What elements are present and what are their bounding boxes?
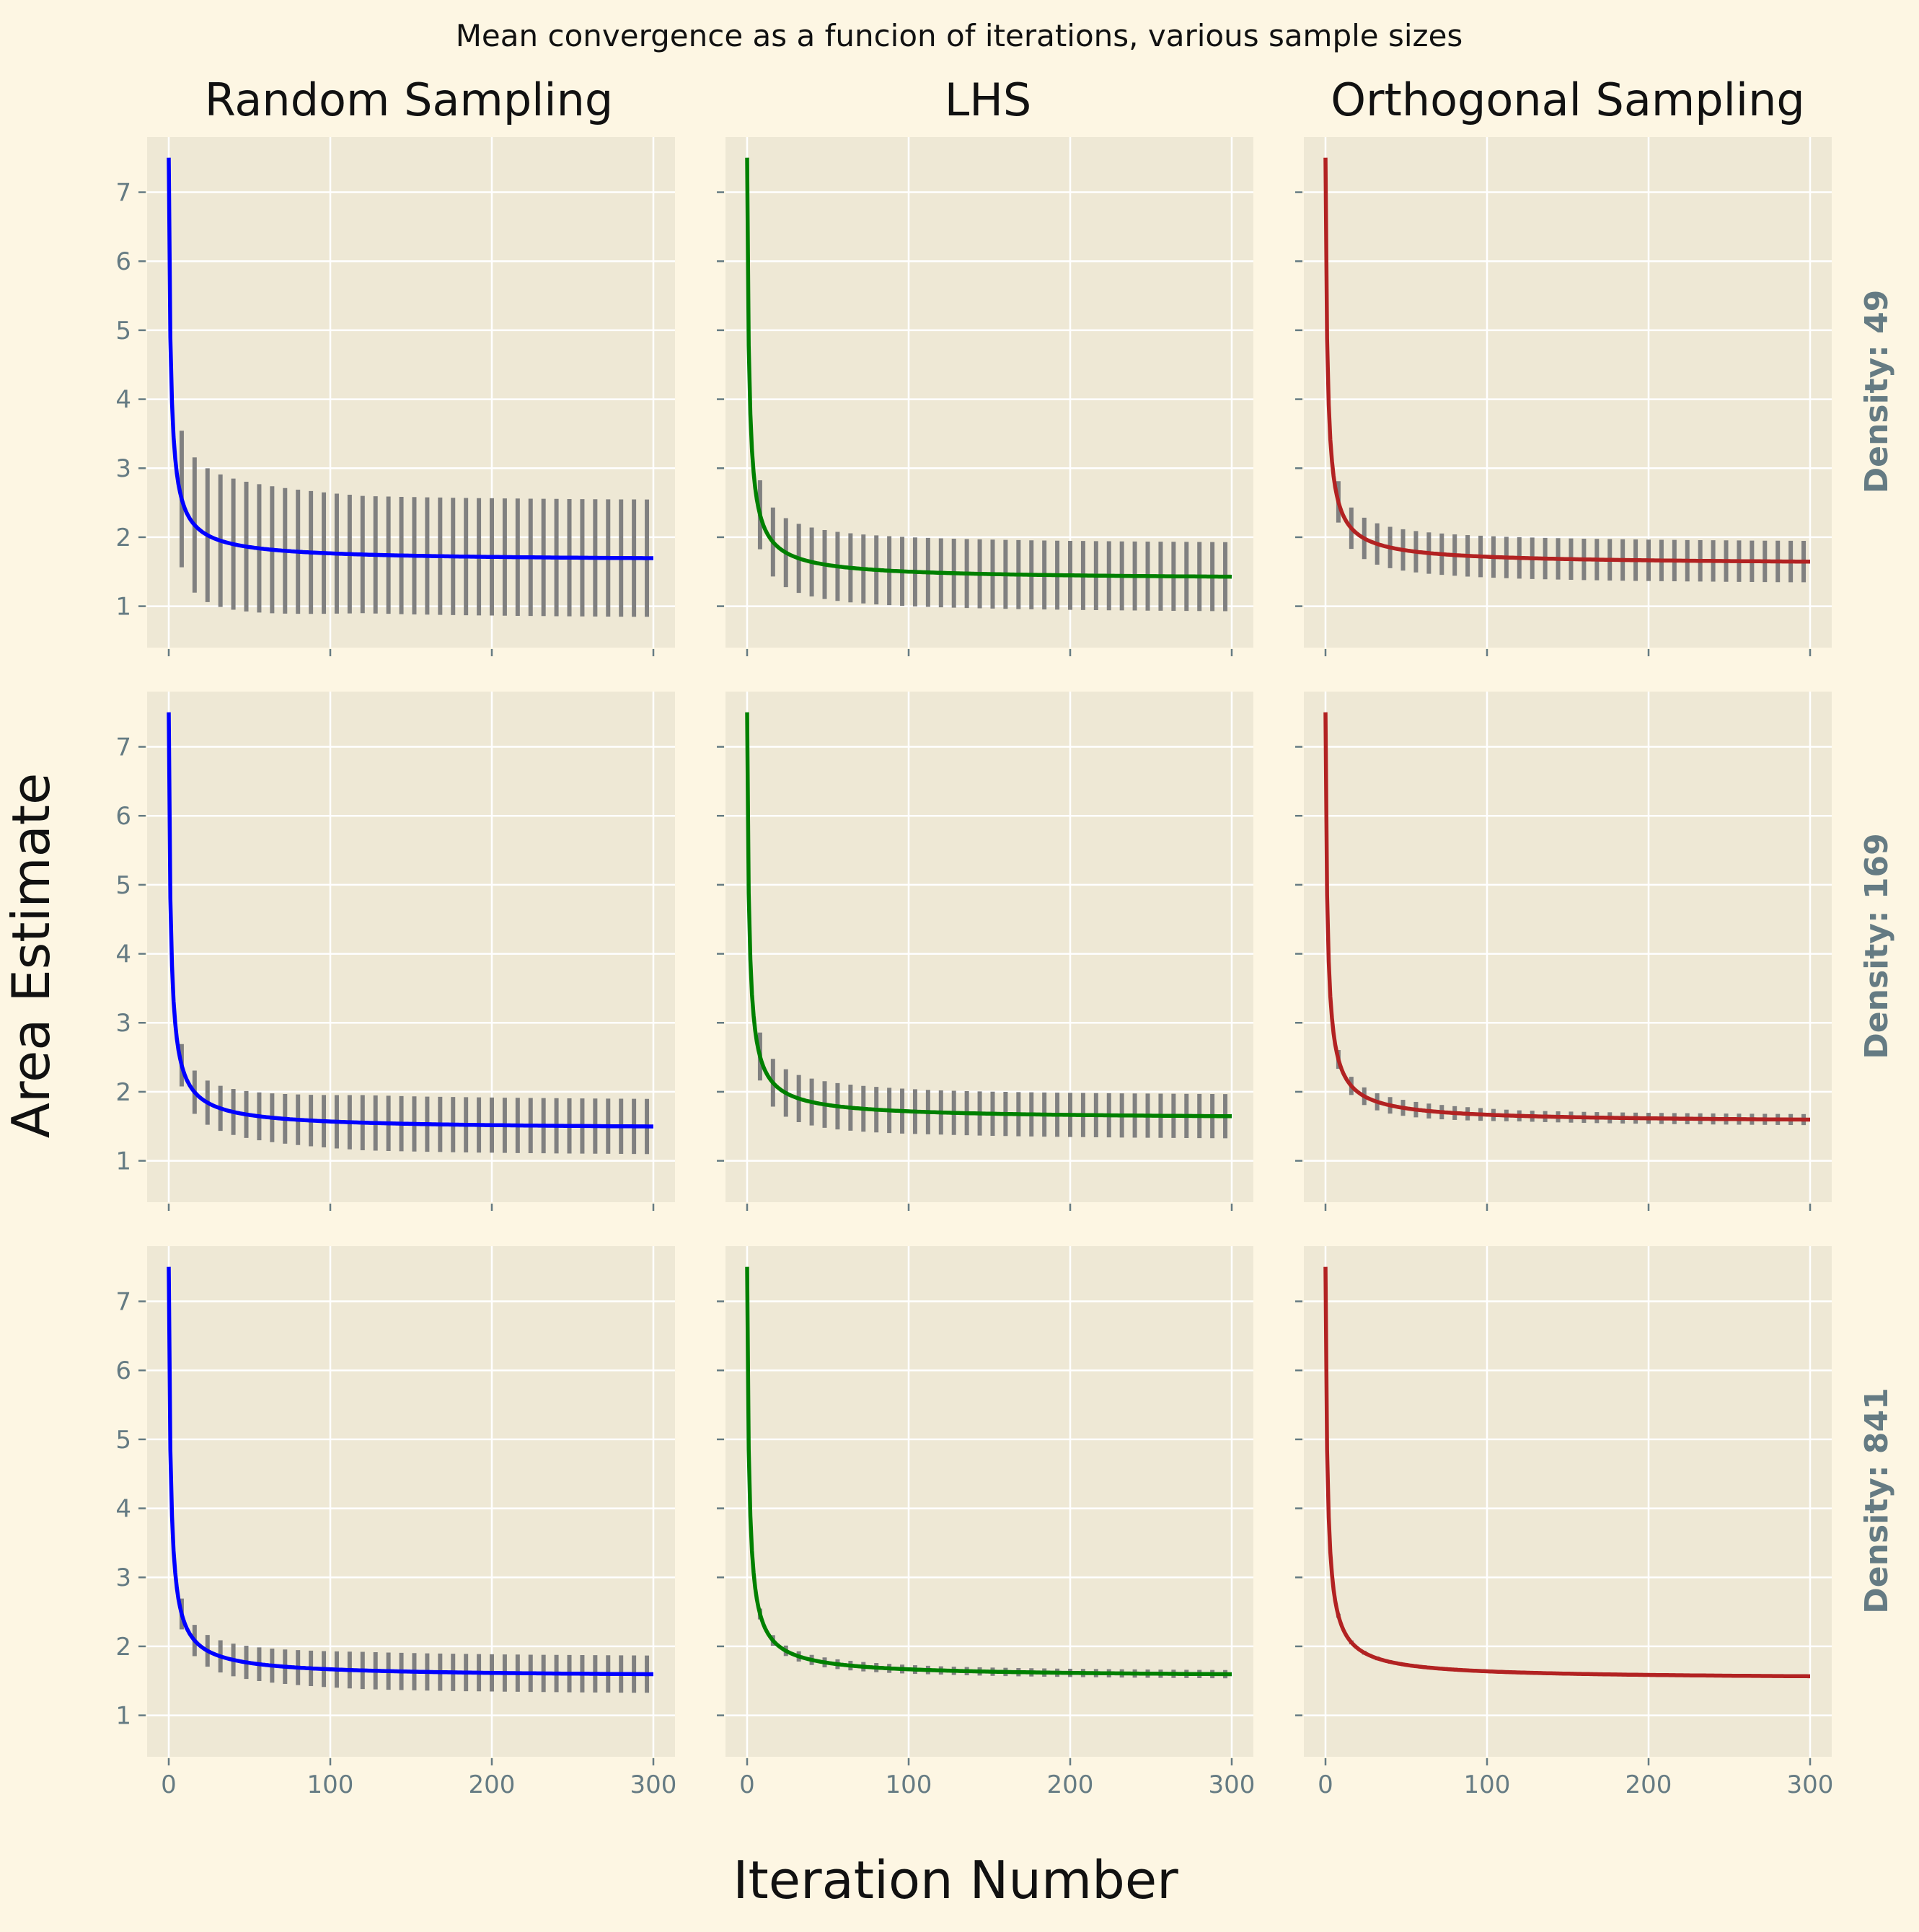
x-tick-label: 100 [307,1770,354,1799]
x-tick-label: 0 [739,1770,755,1799]
x-tick-label: 300 [1787,1770,1834,1799]
y-tick-label: 1 [115,593,131,622]
y-tick-label: 3 [115,1563,131,1592]
panel-1-1 [717,692,1253,1211]
x-tick-label: 300 [630,1770,677,1799]
panel-2-2: 0 100 200 300 [1295,1246,1833,1799]
panel-2-1: 0 100 200 300 [717,1246,1255,1799]
panel-2-0: 1 2 3 4 5 6 7 0 100 200 300 [115,1246,676,1799]
series-line [745,157,1232,579]
row-label-density-49: Density: 49 [1858,290,1895,494]
x-tick-label: 200 [1047,1770,1094,1799]
x-tick-label: 200 [1625,1770,1672,1799]
x-tick-label: 200 [469,1770,516,1799]
panel-1-0: 1 2 3 4 5 6 7 [115,692,675,1211]
column-title-lhs: LHS [945,74,1032,126]
panel-background [1304,1246,1832,1757]
panel-background [725,1246,1253,1757]
series-line [1323,157,1811,564]
y-tick-label: 4 [115,386,131,415]
y-tick-label: 7 [115,1288,131,1317]
x-tick-label: 0 [1318,1770,1333,1799]
row-label-density-169: Density: 169 [1858,833,1895,1059]
x-tick-label: 300 [1209,1770,1256,1799]
y-tick-label: 4 [115,1495,131,1524]
series-line [1323,712,1811,1122]
panel-0-2 [1295,137,1832,656]
x-tick-label: 100 [1464,1770,1511,1799]
y-axis-label: Area Estimate [1,773,61,1139]
y-tick-label: 5 [115,871,131,900]
y-tick-label: 7 [115,733,131,762]
y-tick-label: 1 [115,1147,131,1176]
column-title-random: Random Sampling [205,74,614,126]
figure-suptitle: Mean convergence as a funcion of iterati… [456,18,1463,53]
y-tick-label: 5 [115,317,131,345]
y-tick-label: 6 [115,247,131,276]
x-axis-label: Iteration Number [733,1850,1178,1910]
panel-0-1 [717,137,1253,656]
y-tick-label: 2 [115,524,131,552]
series-line [745,712,1232,1119]
y-tick-label: 3 [115,454,131,483]
panels-group: 1 2 3 4 5 6 7 1 2 3 4 5 6 7 1 2 3 4 5 6 7 0 100 200 300 0 100 200 30… [115,137,1833,1799]
y-tick-label: 3 [115,1009,131,1038]
panel-background [1304,692,1832,1202]
y-tick-label: 2 [115,1633,131,1662]
y-tick-label: 6 [115,1357,131,1385]
panel-1-2 [1295,692,1832,1211]
y-tick-label: 2 [115,1078,131,1107]
x-tick-label: 100 [886,1770,932,1799]
x-tick-label: 0 [161,1770,177,1799]
series-line [745,1266,1232,1677]
series-line [1323,1266,1811,1679]
series-line [167,1266,654,1677]
series-line [167,157,654,560]
y-tick-label: 7 [115,179,131,208]
panel-0-0: 1 2 3 4 5 6 7 [115,137,675,656]
y-tick-label: 6 [115,802,131,831]
y-tick-label: 1 [115,1702,131,1731]
y-tick-label: 5 [115,1426,131,1455]
column-title-orthogonal: Orthogonal Sampling [1331,74,1805,126]
row-label-density-841: Density: 841 [1858,1388,1895,1613]
series-line [167,712,654,1129]
y-tick-label: 4 [115,940,131,969]
